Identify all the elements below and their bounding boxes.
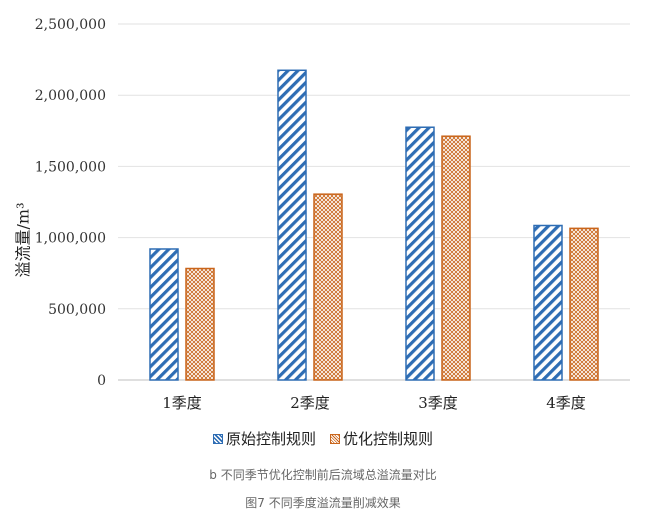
- bar-optimized-4: [569, 227, 599, 381]
- legend-label-optimized: 优化控制规则: [343, 430, 434, 448]
- x-tick-label: 3季度: [418, 394, 458, 412]
- chart: 0 500,000 1,000,000 1,500,000 2,000,000 2,500…: [0, 17, 646, 449]
- y-tick-label: 2,000,000: [35, 88, 106, 104]
- figure-title: 图7 不同季度溢流量削减效果: [245, 496, 401, 510]
- legend-swatch-original: [212, 433, 223, 444]
- chart-subtitle: b 不同季节优化控制前后流域总溢流量对比: [209, 468, 437, 482]
- x-tick-label: 4季度: [546, 394, 586, 412]
- chart-plot: 0 500,000 1,000,000 1,500,000 2,000,000 2,500…: [35, 17, 630, 412]
- bar-original-3: [405, 126, 435, 381]
- y-tick-label: 1,500,000: [35, 159, 106, 175]
- y-tick-label: 500,000: [48, 302, 106, 318]
- y-tick-label: 1,000,000: [35, 231, 106, 247]
- bar-optimized-2: [313, 193, 343, 381]
- bar-optimized-3: [441, 135, 471, 381]
- legend-label-original: 原始控制规则: [225, 430, 316, 448]
- x-tick-label: 2季度: [290, 394, 330, 412]
- y-axis-label: 溢流量/m³: [4, 140, 38, 340]
- legend-item-optimized: 优化控制规则: [330, 428, 433, 449]
- legend: 原始控制规则 优化控制规则: [0, 428, 646, 449]
- y-tick-label: 2,500,000: [35, 17, 106, 33]
- y-axis-label-text: 溢流量/m³: [13, 202, 33, 278]
- bar-original-1: [149, 248, 179, 381]
- legend-item-original: 原始控制规则: [212, 428, 316, 449]
- bar-optimized-1: [185, 267, 215, 381]
- bar-original-4: [533, 224, 563, 381]
- x-tick-label: 1季度: [162, 394, 202, 412]
- bar-original-2: [277, 69, 307, 381]
- legend-swatch-optimized: [330, 433, 340, 444]
- y-tick-label: 0: [97, 373, 106, 389]
